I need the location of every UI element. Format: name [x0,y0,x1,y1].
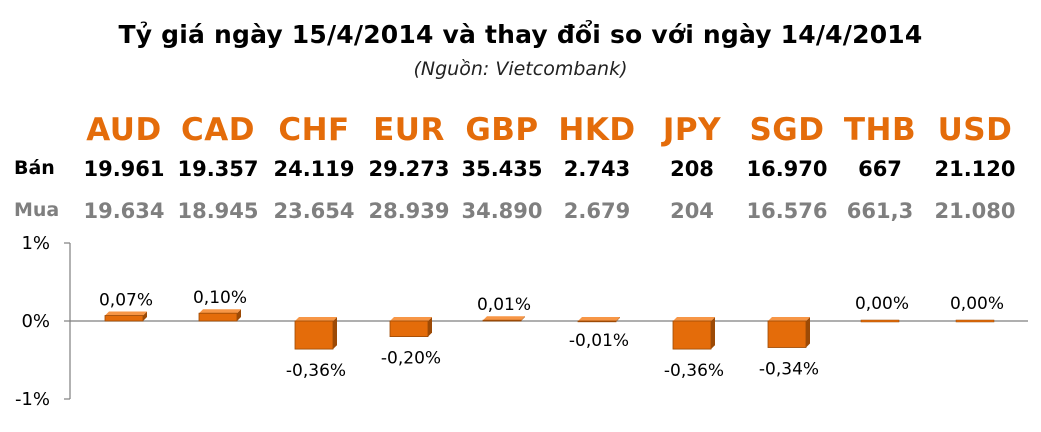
bar-aud [104,315,144,322]
bar-hkd [577,320,617,323]
bar-top [390,317,432,321]
data-label: 0,10% [193,288,247,308]
data-label: -0,36% [286,361,346,381]
data-label: 0,00% [855,294,909,314]
bar-side [237,309,241,321]
bar-side [521,316,525,321]
buy-rate: 21.080 [934,199,1016,223]
data-label: -0,36% [664,361,724,381]
buy-rate: 204 [670,199,714,223]
buy-rate: 661,3 [846,199,914,223]
bar-top [483,316,525,321]
sell-rate: 2.743 [563,157,631,181]
bar-thb [860,319,900,323]
currency-code: THB [843,112,917,148]
bar-side [333,317,337,350]
buy-rate: 19.634 [83,199,165,223]
sell-rate: 35.435 [461,157,543,181]
data-label: -0,34% [759,360,819,380]
y-tick-label: 0% [21,311,50,332]
data-label: -0,01% [569,331,629,351]
bar-side [616,317,620,322]
bar-top [295,317,337,321]
bar-top [199,309,241,314]
sell-rate: 208 [670,157,714,181]
sell-rate: 21.120 [934,157,1016,181]
buy-rate: 18.945 [177,199,259,223]
bar-usd [955,319,995,323]
sell-rate: 19.357 [177,157,259,181]
change-bar-chart: 1% 0% -1% 0,07% 0,10% -0,36% -0,20% 0,01% -0,01%… [15,233,1028,410]
currency-code: CHF [278,112,350,148]
sell-rate: 24.119 [273,157,355,181]
bar-side [143,311,147,321]
currency-code: JPY [662,112,722,148]
data-label: 0,01% [477,295,531,315]
buy-rate: 2.679 [563,199,631,223]
currency-code-row: AUD CAD CHF EUR GBP HKD JPY SGD THB USD [0,112,1041,152]
bar-top [673,317,715,321]
chart-subtitle: (Nguồn: Vietcombank) [413,58,628,80]
data-label: 0,07% [99,291,153,311]
bar-side [428,317,432,337]
currency-code: SGD [749,112,825,148]
bar-sgd [767,320,807,348]
currency-code: CAD [181,112,255,148]
bar-cad [198,312,238,322]
sell-rate: 16.970 [746,157,828,181]
buy-rate: 28.939 [368,199,450,223]
chart-title: Tỷ giá ngày 15/4/2014 và thay đổi so với… [118,20,923,49]
buy-rate: 34.890 [461,199,543,223]
buy-rate: 16.576 [746,199,828,223]
buy-row-label: Mua [14,199,60,221]
bar-side [711,317,715,350]
buy-rate: 23.654 [273,199,355,223]
y-tick-label: 1% [21,233,50,254]
sell-rate: 19.961 [83,157,165,181]
data-label: -0,20% [381,349,441,369]
currency-code: HKD [558,112,636,148]
sell-rate: 667 [858,157,902,181]
bar-gbp [482,319,522,322]
currency-code: EUR [373,112,445,148]
bar-side [806,317,810,348]
sell-row-label: Bán [14,157,55,179]
data-label: 0,00% [950,294,1004,314]
bar-eur [389,320,429,337]
currency-code: AUD [86,112,162,148]
y-tick-label: -1% [15,389,50,410]
currency-code: USD [937,112,1013,148]
bar-top [105,311,147,316]
bar-jpy [672,320,712,350]
currency-code: GBP [465,112,539,148]
bar-top [768,317,810,321]
sell-rate: 29.273 [368,157,450,181]
bar-chf [294,320,334,350]
bar-top [578,317,620,321]
